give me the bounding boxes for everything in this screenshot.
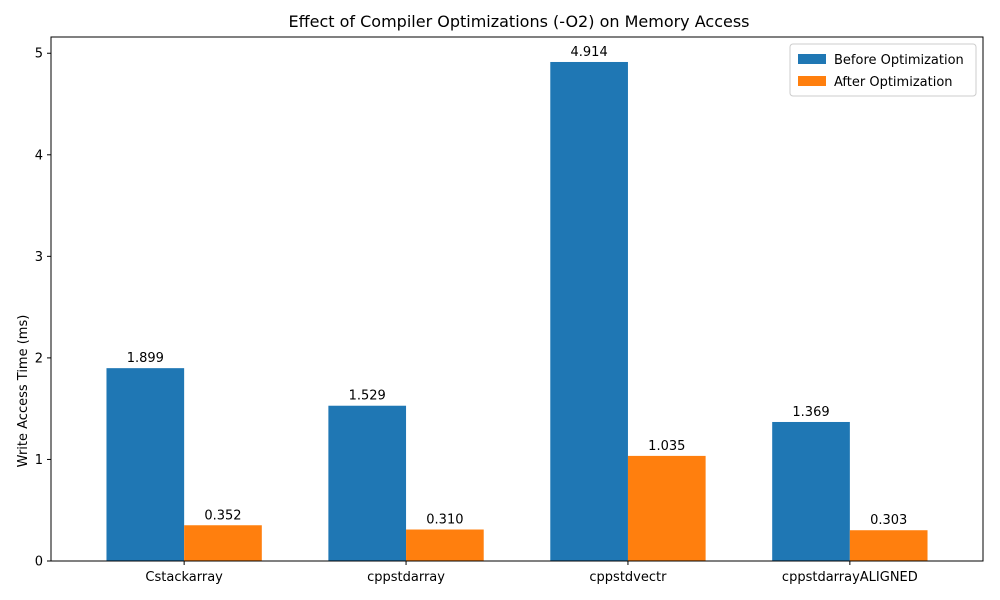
bars-group [106, 61, 928, 562]
legend-box [789, 43, 977, 97]
bar-value-label: 0.310 [426, 513, 463, 528]
legend-swatch [798, 54, 826, 64]
y-axis-label: Write Access Time (ms) [16, 315, 31, 468]
y-tick-label: 1 [35, 453, 43, 468]
legend-swatch [798, 76, 826, 86]
x-tick-label: Cstackarray [145, 570, 223, 585]
y-tick-label: 2 [35, 351, 43, 366]
bar-after-cppstdvectr [627, 455, 706, 561]
y-tick-label: 4 [35, 148, 43, 163]
x-tick-label: cppstdvectr [589, 570, 667, 585]
bar-value-label: 1.899 [127, 351, 164, 366]
x-axis: Cstackarray cppstdarray cppstdvectr cppstda… [145, 561, 918, 585]
x-tick-label: cppstdarray [367, 570, 445, 585]
bar-before-cppstdarrayALIGNED [772, 421, 850, 561]
bar-before-cppstdvectr [550, 61, 628, 562]
bar-value-label: 0.352 [204, 508, 241, 523]
bar-after-Cstackarray [184, 525, 262, 561]
value-labels-group: 1.899 1.529 4.914 1.369 0.352 0.310 1.035 0.303 [127, 45, 908, 528]
bar-value-label: 1.529 [349, 389, 386, 404]
x-tick-label: cppstdarrayALIGNED [782, 570, 918, 585]
bar-after-cppstdarrayALIGNED [849, 530, 928, 561]
plot-frame [50, 36, 984, 562]
bar-value-label: 1.035 [648, 439, 685, 454]
bar-value-label: 0.303 [870, 513, 907, 528]
legend: Before Optimization After Optimization [789, 43, 977, 97]
chart-title: Effect of Compiler Optimizations (-O2) o… [288, 12, 749, 31]
y-tick-label: 3 [35, 250, 43, 265]
bar-before-Cstackarray [106, 368, 185, 561]
bar-before-cppstdarray [328, 405, 407, 561]
y-tick-label: 5 [35, 47, 43, 62]
legend-label: After Optimization [834, 75, 953, 90]
legend-label: Before Optimization [834, 53, 964, 68]
y-tick-label: 0 [35, 555, 43, 570]
bar-after-cppstdarray [406, 529, 484, 561]
bar-value-label: 4.914 [571, 45, 608, 60]
bar-value-label: 1.369 [792, 405, 829, 420]
y-axis: 0 1 2 3 4 5 [35, 47, 51, 570]
